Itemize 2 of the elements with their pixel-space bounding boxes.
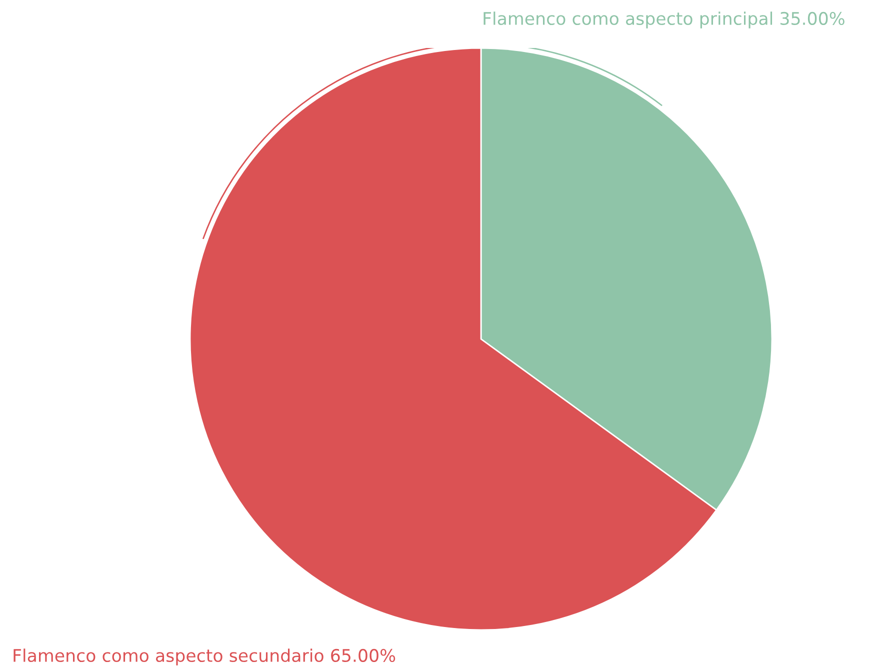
slice-label: Flamenco como aspecto secundario 65.00%	[14, 648, 396, 666]
slice-label: Flamenco como aspecto principal 35.00%	[484, 12, 844, 28]
